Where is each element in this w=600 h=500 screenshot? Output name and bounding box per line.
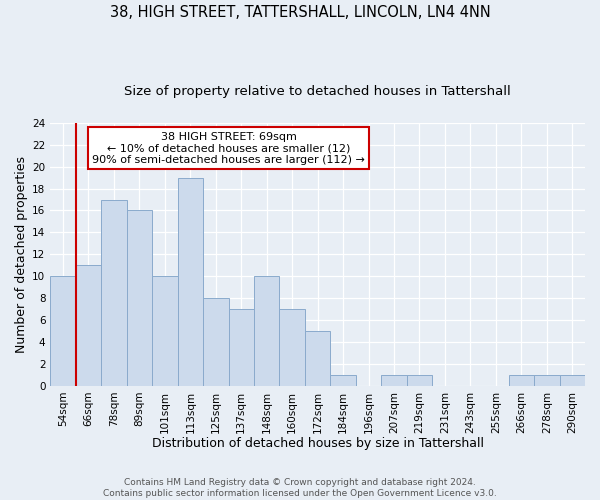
Bar (331, 375, 356, 386)
Bar (76, 266, 101, 386)
Y-axis label: Number of detached properties: Number of detached properties (15, 156, 28, 353)
Bar (254, 276, 280, 386)
Bar (50, 276, 76, 386)
Bar (101, 200, 127, 386)
X-axis label: Distribution of detached houses by size in Tattershall: Distribution of detached houses by size … (152, 437, 484, 450)
Bar (534, 375, 560, 386)
Bar (127, 210, 152, 386)
Text: 38, HIGH STREET, TATTERSHALL, LINCOLN, LN4 4NN: 38, HIGH STREET, TATTERSHALL, LINCOLN, L… (110, 5, 490, 20)
Bar (509, 375, 534, 386)
Bar (407, 375, 432, 386)
Bar (560, 375, 585, 386)
Bar (305, 331, 331, 386)
Bar (152, 276, 178, 386)
Bar (280, 309, 305, 386)
Title: Size of property relative to detached houses in Tattershall: Size of property relative to detached ho… (124, 85, 511, 98)
Text: 38 HIGH STREET: 69sqm
← 10% of detached houses are smaller (12)
90% of semi-deta: 38 HIGH STREET: 69sqm ← 10% of detached … (92, 132, 365, 164)
Bar (203, 298, 229, 386)
Text: Contains HM Land Registry data © Crown copyright and database right 2024.
Contai: Contains HM Land Registry data © Crown c… (103, 478, 497, 498)
Bar (381, 375, 407, 386)
Bar (178, 178, 203, 386)
Bar (229, 309, 254, 386)
